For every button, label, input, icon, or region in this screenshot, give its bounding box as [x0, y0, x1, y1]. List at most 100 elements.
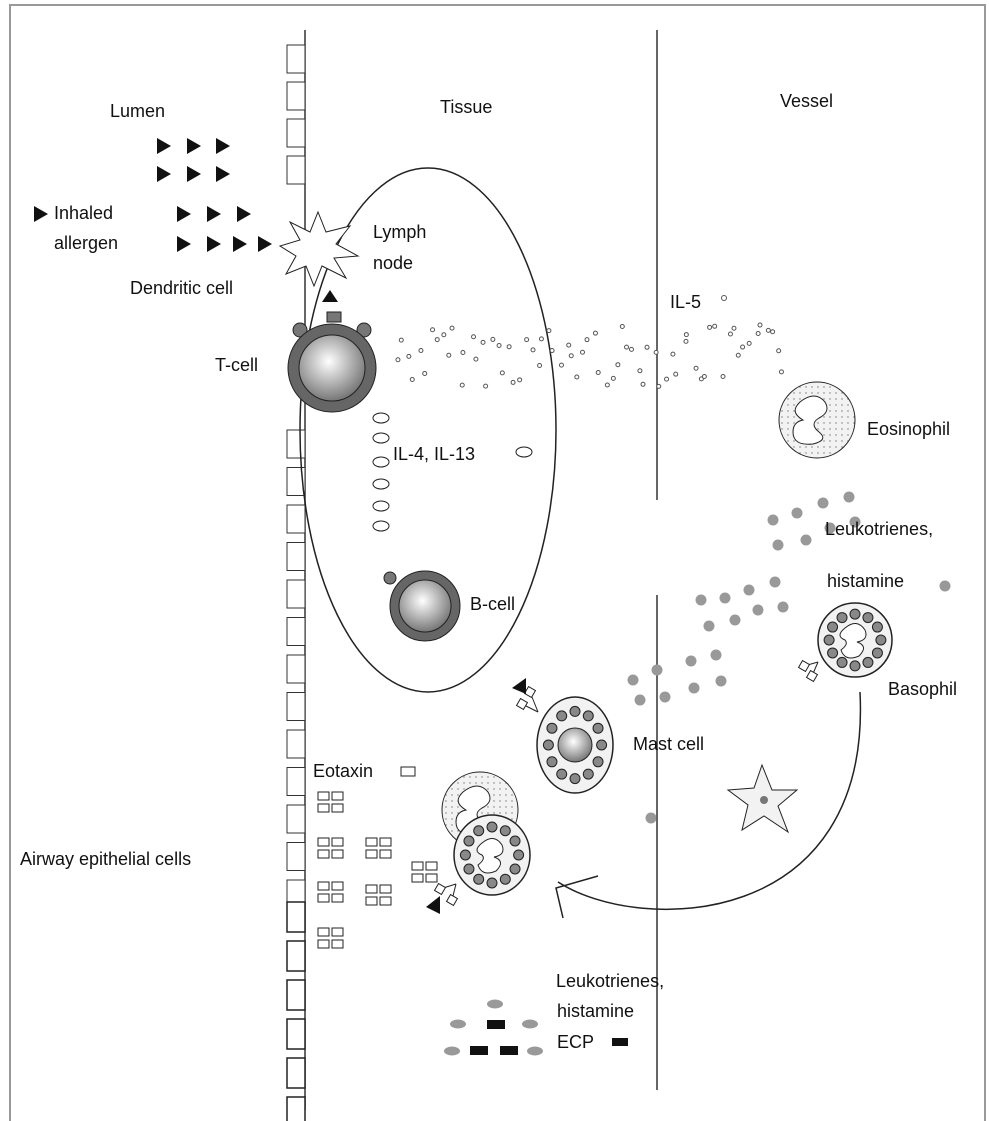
il5-particle [449, 325, 455, 331]
label: Vessel [780, 91, 833, 111]
il5-particle [664, 376, 670, 382]
ecp-particle [470, 1046, 488, 1055]
mediator-dot [824, 522, 836, 534]
mediator-dot [659, 691, 671, 703]
granule [473, 873, 485, 885]
il5-particle [422, 370, 428, 376]
allergen [216, 138, 230, 154]
epithelial-cells [286, 44, 306, 1121]
eotaxin-particle [317, 939, 330, 949]
il5-particle [755, 330, 761, 336]
granule [596, 739, 608, 751]
il5-particle [434, 337, 440, 343]
il5-particle [592, 330, 598, 336]
il5-particle [538, 336, 544, 342]
il4-particle [372, 456, 390, 468]
label: Leukotrienes, [825, 519, 933, 539]
il5-particle [656, 383, 662, 389]
epithelial-cell [286, 44, 306, 74]
il4-particles [372, 412, 533, 532]
granule [509, 863, 521, 875]
label: allergen [54, 233, 118, 253]
allergen [233, 236, 247, 252]
allergen [237, 206, 251, 222]
il5-particle [473, 356, 479, 362]
label: node [373, 253, 413, 273]
mediator-dot [444, 1046, 460, 1056]
granule [849, 608, 861, 620]
eotaxin-particle [331, 893, 344, 903]
mediator-dot [752, 604, 764, 616]
il5-particle [510, 379, 516, 385]
granule [592, 722, 604, 734]
mediator-dot [487, 999, 503, 1009]
eotaxin-particle [331, 881, 344, 891]
epithelial-cell [286, 842, 306, 871]
il5-particle [574, 374, 580, 380]
granule [836, 612, 848, 624]
eotaxin-particle [331, 837, 344, 847]
il5-particle [693, 365, 699, 371]
eotaxin-particle [365, 884, 378, 894]
epithelial-cell [286, 729, 306, 759]
epithelial-cell [286, 901, 306, 933]
label: T-cell [215, 355, 258, 375]
mediator-dot [729, 614, 741, 626]
eotaxin-particle [411, 873, 424, 883]
receptor [383, 571, 397, 585]
epithelial-cell [286, 1057, 306, 1089]
il5-particle [566, 342, 572, 348]
receptor [356, 322, 372, 338]
epithelial-cell [286, 155, 306, 185]
il5-particle [499, 370, 505, 376]
granule [875, 634, 887, 646]
il5-particle [701, 373, 707, 379]
mediator-dot [634, 694, 646, 706]
granule [836, 656, 848, 668]
eotaxin-particle [331, 791, 344, 801]
il5-particle [580, 349, 586, 355]
epithelial-cell [286, 504, 306, 534]
eotaxin-particle [317, 837, 330, 847]
granule [463, 863, 475, 875]
il4-particle [372, 478, 390, 490]
granule [486, 821, 498, 833]
granule [569, 773, 581, 785]
label: Lymph [373, 222, 426, 242]
mediator-dot [651, 664, 663, 676]
il5-particle [568, 353, 574, 359]
mediator-dot [685, 655, 697, 667]
il5-particle [765, 327, 771, 333]
mediator-dot [800, 534, 812, 546]
epithelial-cell [286, 979, 306, 1011]
mediator-dot [843, 491, 855, 503]
il5-particle [653, 349, 659, 355]
lymph-node-outline [299, 167, 557, 693]
il5-particle [595, 370, 601, 376]
il5-particle [418, 347, 424, 353]
granule [569, 705, 581, 717]
il4-particle [515, 446, 533, 458]
mediator-dot [695, 594, 707, 606]
allergens [34, 138, 272, 252]
ecp-particle [612, 1038, 628, 1046]
allergen [177, 236, 191, 252]
granule [823, 634, 835, 646]
label: Basophil [888, 679, 957, 699]
granule [849, 660, 861, 672]
nucleus [476, 838, 504, 874]
il5-particle [740, 344, 746, 350]
label: Dendritic cell [130, 278, 233, 298]
allergen [258, 236, 272, 252]
epithelial-cell [286, 579, 306, 609]
mediator-dot [719, 592, 731, 604]
label: histamine [827, 571, 904, 591]
granule [513, 849, 525, 861]
il5-particle [409, 376, 415, 382]
label: Tissue [440, 97, 492, 117]
epithelial-cell [286, 467, 306, 496]
il5-particle [506, 344, 512, 350]
epithelial-cell [286, 940, 306, 972]
eotaxin-particle [379, 884, 392, 894]
allergen [157, 138, 171, 154]
